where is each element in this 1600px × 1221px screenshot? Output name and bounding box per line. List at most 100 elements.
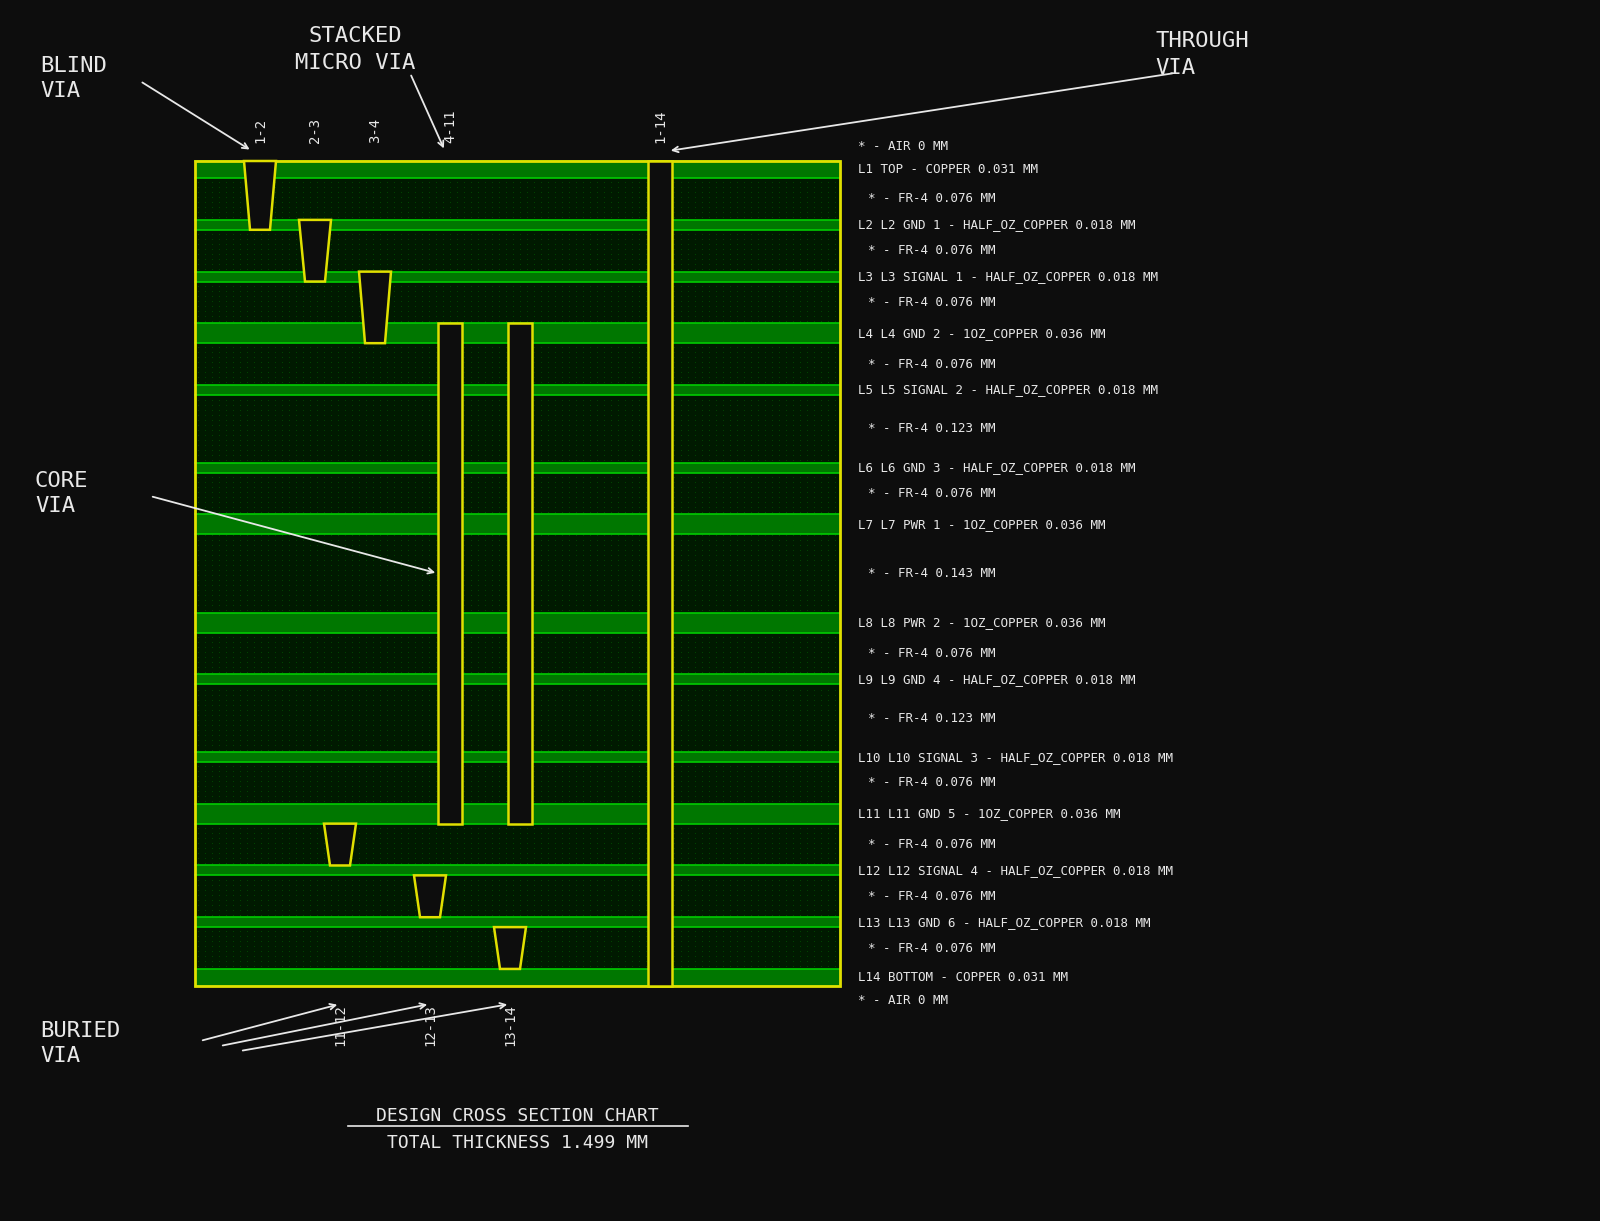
Point [269,937,294,956]
Point [690,709,715,729]
Point [374,451,400,470]
Point [493,295,518,315]
Point [731,895,757,915]
Point [528,941,554,961]
Point [584,306,610,326]
Point [493,849,518,868]
Point [234,473,259,492]
Point [339,239,365,259]
Point [675,591,701,610]
Point [794,762,819,781]
Point [592,941,618,961]
Point [814,468,842,487]
Point [758,311,784,331]
Point [704,492,730,512]
Point [402,895,427,915]
Point [339,311,365,331]
Point [725,531,750,551]
Point [549,885,574,905]
Point [221,714,246,734]
Point [277,869,302,889]
Point [186,575,211,595]
Point [198,338,224,358]
Point [402,652,427,672]
Point [283,575,309,595]
Point [298,890,323,910]
Point [283,410,309,430]
Point [368,705,394,724]
Point [486,591,512,610]
Point [445,281,470,300]
Point [669,762,694,781]
Point [646,492,674,512]
Point [746,720,771,740]
Point [269,254,294,274]
Point [451,735,477,755]
Point [746,368,771,387]
Point [346,546,371,565]
Point [682,596,707,615]
Point [646,818,674,838]
Point [346,565,371,585]
Point [710,880,736,900]
Point [186,400,211,420]
Point [731,927,757,946]
Point [402,757,427,777]
Point [346,791,371,811]
Point [619,720,645,740]
Point [646,647,674,667]
Point [430,249,456,269]
Point [584,781,610,801]
Point [640,740,666,759]
Point [781,844,806,863]
Point [402,492,427,512]
Point [422,391,448,410]
Point [557,254,582,274]
Point [501,286,526,305]
Point [206,546,232,565]
Point [192,853,218,873]
Point [213,720,238,740]
Point [304,391,330,410]
Point [646,436,674,455]
Point [430,818,456,838]
Point [675,286,701,305]
Point [437,900,462,919]
Point [472,234,498,254]
Point [758,551,784,570]
Point [570,172,595,192]
Point [242,700,267,719]
Point [704,700,730,719]
Point [802,193,827,212]
Point [746,885,771,905]
Point [634,777,659,796]
Point [717,536,742,556]
Point [234,208,259,227]
Point [472,254,498,274]
Point [781,905,806,924]
Point [346,941,371,961]
Point [445,833,470,852]
Point [738,662,763,681]
Point [416,772,442,791]
Point [186,368,211,387]
Point [563,632,589,652]
Point [290,473,315,492]
Point [206,895,232,915]
Point [445,172,470,192]
Point [354,396,379,415]
Point [634,396,659,415]
Point [619,905,645,924]
Point [534,415,562,435]
Point [682,946,707,966]
Point [318,767,344,786]
Point [514,880,539,900]
Point [213,853,238,873]
Point [298,363,323,382]
Point [437,781,462,801]
Point [710,932,736,951]
Point [661,735,686,755]
Point [368,946,394,966]
Point [654,430,680,449]
Point [808,225,834,244]
